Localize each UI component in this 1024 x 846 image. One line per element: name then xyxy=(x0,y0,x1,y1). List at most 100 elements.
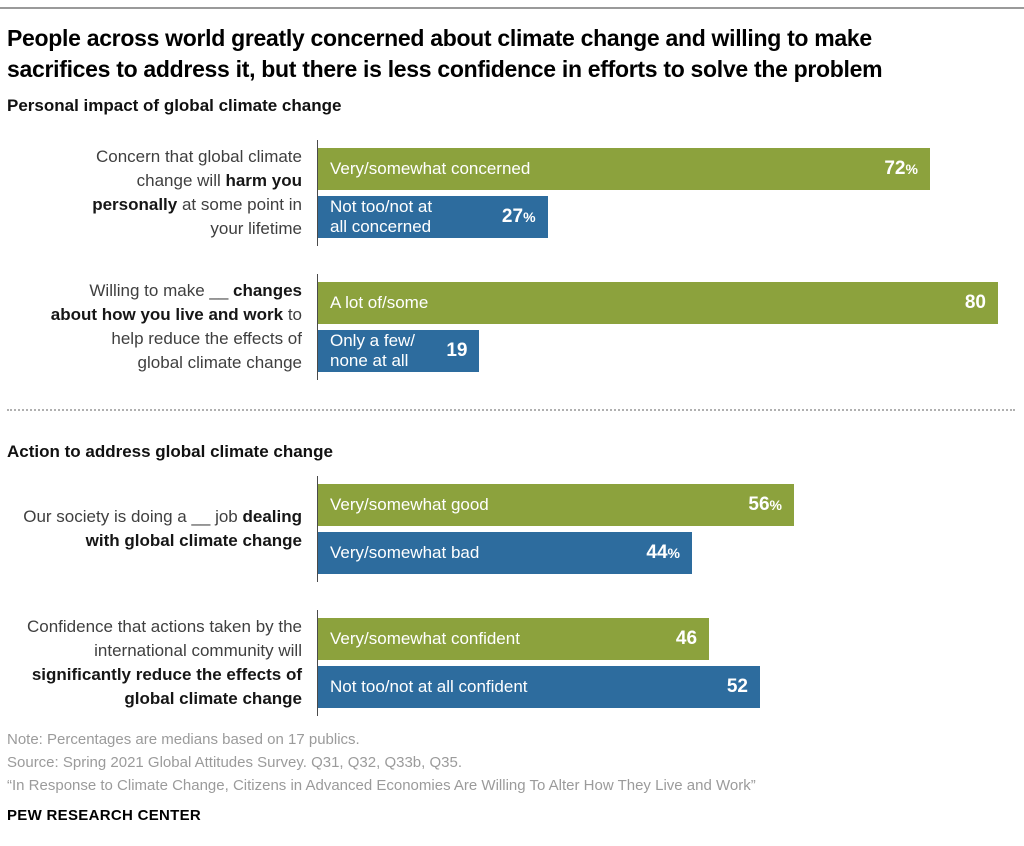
question-label-bold-segment: dealing xyxy=(242,507,302,526)
question-label-bold-segment: harm you xyxy=(225,171,302,190)
section-heading: Action to address global climate change xyxy=(7,442,333,461)
question-label-segment: global climate change xyxy=(137,353,302,372)
bar-value: 72% xyxy=(884,158,918,180)
question-label-line: with global climate change xyxy=(7,529,302,553)
question-label-segment: Concern that global climate xyxy=(95,147,302,166)
question-label-segment: help reduce the effects of xyxy=(111,329,302,348)
bar-category-label-line: Very/somewhat bad xyxy=(330,543,480,562)
question-label-line: personally at some point in xyxy=(7,193,302,217)
question-label-line: Concern that global climate xyxy=(7,145,302,169)
bar-value-number: 19 xyxy=(446,340,468,361)
chart-row: Willing to make __ changes about how you … xyxy=(7,274,1015,380)
bar-value: 27% xyxy=(502,206,536,228)
chart-title-line-2: sacrifices to address it, but there is l… xyxy=(7,56,883,82)
question-label-segment: Willing to make __ xyxy=(89,281,234,300)
bar-value-percent-sign: % xyxy=(905,161,918,177)
question-label-bold-segment: personally xyxy=(92,195,178,214)
bar-category-label-line: Very/somewhat concerned xyxy=(330,159,531,178)
bar-value-number: 80 xyxy=(964,292,986,313)
bar-value: 80 xyxy=(965,292,986,314)
bar-blue: Not too/not at all confident 52 xyxy=(318,666,760,708)
bar-category-label: A lot of/some xyxy=(330,293,428,313)
bar-value: 19 xyxy=(446,340,467,362)
bar-green: Very/somewhat concerned 72% xyxy=(318,148,930,190)
bar-category-label: Very/somewhat good xyxy=(330,495,489,515)
pew-research-center-wordmark: PEW RESEARCH CENTER xyxy=(7,807,202,824)
bar-value-number: 52 xyxy=(726,676,748,697)
chart-page: People across world greatly concerned ab… xyxy=(0,23,1024,824)
bar-group: A lot of/some 80 Only a few/none at all 19 xyxy=(317,274,1015,380)
bar-value: 44% xyxy=(646,542,680,564)
report-title-line: “In Response to Climate Change, Citizens… xyxy=(7,777,756,794)
bar-category-label-line: Only a few/ xyxy=(330,331,416,350)
question-label-line: international community will xyxy=(7,639,302,663)
question-label-segment: to xyxy=(283,305,302,324)
bar-value-percent-sign: % xyxy=(667,545,680,561)
bar-category-label-line: Very/somewhat confident xyxy=(330,629,520,648)
question-label-segment: Confidence that actions taken by the xyxy=(26,617,302,636)
chart-sections: Personal impact of global climate change… xyxy=(7,96,1015,716)
bar-green: A lot of/some 80 xyxy=(318,282,998,324)
question-label-line: help reduce the effects of xyxy=(7,327,302,351)
bar-blue: Very/somewhat bad 44% xyxy=(318,532,692,574)
question-label: Concern that global climate change will h… xyxy=(7,145,317,241)
question-label-bold-segment: about how you live and work xyxy=(50,305,284,324)
bar-value-percent-sign: % xyxy=(769,497,782,513)
chart-section-1: Personal impact of global climate change… xyxy=(7,96,1015,380)
bar-value-number: 44 xyxy=(646,542,668,563)
chart-row: Confidence that actions taken by the inte… xyxy=(7,610,1015,716)
question-label-line: Our society is doing a __ job dealing xyxy=(7,505,302,529)
bar-category-label: Not too/not at all confident xyxy=(330,677,528,697)
bar-group: Very/somewhat concerned 72% Not too/not at… xyxy=(317,140,1015,246)
question-label: Confidence that actions taken by the inte… xyxy=(7,615,317,711)
question-label: Willing to make __ changes about how you … xyxy=(7,279,317,375)
bar-category-label: Very/somewhat concerned xyxy=(330,159,530,179)
question-label-line: Willing to make __ changes xyxy=(7,279,302,303)
bar-value-number: 72 xyxy=(884,158,906,179)
bar-category-label-line: A lot of/some xyxy=(330,293,429,312)
chart-title-line-1: People across world greatly concerned ab… xyxy=(7,25,872,51)
question-label-bold-segment: global climate change xyxy=(124,689,302,708)
question-label: Our society is doing a __ job dealing wit… xyxy=(7,505,317,553)
bar-green: Very/somewhat confident 46 xyxy=(318,618,710,660)
question-label-segment: change will xyxy=(136,171,226,190)
question-label-line: change will harm you xyxy=(7,169,302,193)
bar-category-label: Very/somewhat bad xyxy=(330,543,479,563)
bar-group: Very/somewhat confident 46 Not too/not at … xyxy=(317,610,1015,716)
bar-value: 52 xyxy=(727,676,748,698)
chart-title: People across world greatly concerned ab… xyxy=(7,23,1015,85)
bar-blue: Only a few/none at all 19 xyxy=(318,330,480,372)
bar-blue: Not too/not at all concerned 27% xyxy=(318,196,548,238)
question-label-line: Confidence that actions taken by the xyxy=(7,615,302,639)
question-label-segment: at some point in xyxy=(177,195,302,214)
chart-section-2: Action to address global climate change O… xyxy=(7,409,1015,716)
chart-row: Our society is doing a __ job dealing wit… xyxy=(7,476,1015,582)
note-line: Note: Percentages are medians based on 1… xyxy=(7,731,360,748)
chart-row: Concern that global climate change will h… xyxy=(7,140,1015,246)
bar-value-number: 56 xyxy=(748,494,770,515)
question-label-bold-segment: changes xyxy=(233,281,302,300)
question-label-bold-segment: significantly reduce the effects of xyxy=(31,665,302,684)
chart-footnotes: Note: Percentages are medians based on 1… xyxy=(7,728,1015,797)
question-label-line: about how you live and work to xyxy=(7,303,302,327)
bar-green: Very/somewhat good 56% xyxy=(318,484,794,526)
bar-value-number: 46 xyxy=(675,628,698,649)
top-border-rule xyxy=(0,7,1024,9)
bar-value: 46 xyxy=(676,628,697,650)
question-label-line: global climate change xyxy=(7,351,302,375)
question-label-bold-segment: with global climate change xyxy=(85,531,302,550)
question-label-segment: your lifetime xyxy=(210,219,302,238)
question-label-line: your lifetime xyxy=(7,217,302,241)
bar-category-label: Very/somewhat confident xyxy=(330,629,520,649)
bar-category-label-line: all concerned xyxy=(330,217,432,236)
bar-value: 56% xyxy=(748,494,782,516)
bar-value-number: 27 xyxy=(501,206,524,227)
bar-category-label: Only a few/none at all xyxy=(330,331,415,371)
bar-value-percent-sign: % xyxy=(523,209,536,225)
source-line: Source: Spring 2021 Global Attitudes Sur… xyxy=(7,754,462,771)
bar-category-label-line: Not too/not at xyxy=(330,197,433,216)
bar-category-label-line: Very/somewhat good xyxy=(330,495,489,514)
bar-group: Very/somewhat good 56% Very/somewhat bad 44… xyxy=(317,476,1015,582)
question-label-line: significantly reduce the effects of xyxy=(7,663,302,687)
bar-category-label: Not too/not at all concerned xyxy=(330,197,432,237)
